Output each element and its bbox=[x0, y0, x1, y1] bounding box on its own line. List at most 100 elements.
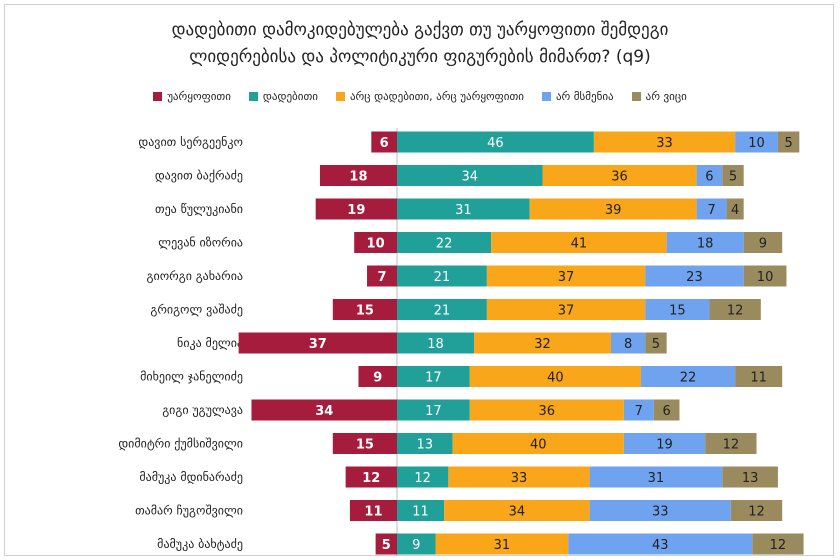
bar-segment-series-1 bbox=[397, 165, 543, 186]
data-label-negative: 7 bbox=[377, 270, 386, 285]
bar-segment-series-1 bbox=[397, 399, 470, 421]
data-label-series-2: 31 bbox=[494, 538, 511, 553]
data-label-series-2: 33 bbox=[511, 471, 528, 486]
legend-swatch-dont-know bbox=[631, 92, 641, 101]
bar-segment-series-2 bbox=[469, 366, 641, 387]
data-label-series-4: 13 bbox=[742, 471, 759, 486]
legend: უარყოფითი დადებითი არც დადებითი, არც უარ… bbox=[0, 90, 840, 103]
data-label-negative: 10 bbox=[367, 237, 385, 252]
legend-label-neutral: არც დადებითი, არც უარყოფითი bbox=[349, 90, 524, 103]
bar-segment-series-3 bbox=[735, 131, 778, 153]
data-label-series-1: 21 bbox=[434, 270, 451, 285]
bar-segment-series-2 bbox=[529, 198, 697, 220]
data-label-series-1: 13 bbox=[417, 438, 434, 453]
data-label-negative: 18 bbox=[349, 170, 367, 185]
data-label-series-1: 31 bbox=[455, 203, 472, 218]
data-label-negative: 37 bbox=[309, 337, 327, 352]
legend-swatch-negative bbox=[153, 92, 163, 101]
bar-segment-negative bbox=[375, 533, 397, 555]
category-label: თამარ ჩუგოშვილი bbox=[135, 504, 243, 518]
bar-segment-negative bbox=[251, 399, 397, 421]
bar-segment-series-1 bbox=[397, 332, 475, 354]
data-label-series-4: 5 bbox=[729, 170, 737, 185]
data-label-series-1: 34 bbox=[461, 170, 478, 185]
chart-title-line-2: ლიდერებისა და პოლიტიკური ფიგურების მიმარ… bbox=[189, 47, 651, 67]
bar-segment-series-4 bbox=[709, 299, 761, 320]
bar-segment-series-1 bbox=[397, 366, 470, 387]
bar-segment-series-4 bbox=[705, 433, 757, 454]
bar-segment-series-1 bbox=[397, 198, 530, 220]
data-label-series-4: 4 bbox=[731, 203, 739, 218]
data-label-series-3: 15 bbox=[669, 304, 686, 319]
data-label-series-4: 10 bbox=[757, 270, 774, 285]
data-label-series-4: 5 bbox=[784, 136, 792, 151]
bar-segment-series-1 bbox=[397, 433, 453, 454]
chart-title-line-1: დადებითი დამოკიდებულება გაქვთ თუ უარყოფი… bbox=[171, 20, 669, 40]
bar-segment-series-3 bbox=[623, 399, 654, 421]
data-label-series-3: 19 bbox=[656, 438, 673, 453]
data-label-negative: 12 bbox=[362, 471, 380, 486]
bar-segment-series-4 bbox=[735, 366, 783, 387]
data-label-negative: 15 bbox=[356, 438, 374, 453]
data-label-series-3: 23 bbox=[686, 270, 703, 285]
data-label-series-1: 22 bbox=[436, 237, 453, 252]
bar-segment-series-4 bbox=[777, 131, 800, 153]
category-label: მიხეილ ჯანელიძე bbox=[140, 370, 243, 384]
legend-swatch-positive bbox=[248, 92, 258, 101]
bar-segment-series-4 bbox=[743, 232, 783, 253]
bar-segment-negative bbox=[354, 232, 397, 253]
data-label-series-4: 5 bbox=[652, 337, 660, 352]
bar-segment-series-3 bbox=[645, 265, 744, 287]
legend-item-neutral: არც დადებითი, არც უარყოფითი bbox=[335, 90, 524, 103]
data-label-series-2: 34 bbox=[509, 505, 526, 520]
data-label-series-2: 40 bbox=[547, 371, 564, 386]
data-label-series-4: 12 bbox=[727, 304, 744, 319]
data-label-series-3: 43 bbox=[652, 538, 669, 553]
bar-segment-series-2 bbox=[469, 399, 624, 421]
data-label-series-4: 12 bbox=[770, 538, 787, 553]
category-label: გიგი უგულავა bbox=[162, 403, 243, 417]
legend-item-dont-know: არ ვიცი bbox=[631, 90, 687, 103]
bar-segment-negative bbox=[349, 500, 397, 521]
data-label-series-2: 33 bbox=[656, 136, 673, 151]
data-label-series-1: 17 bbox=[425, 371, 442, 386]
bar-segment-series-2 bbox=[435, 533, 569, 555]
data-label-series-3: 22 bbox=[680, 371, 697, 386]
data-label-series-2: 37 bbox=[558, 270, 575, 285]
data-label-series-2: 40 bbox=[530, 438, 547, 453]
data-label-negative: 9 bbox=[373, 371, 382, 386]
bar-segment-series-3 bbox=[589, 500, 731, 521]
bar-segment-series-3 bbox=[589, 466, 723, 488]
data-label-negative: 6 bbox=[380, 136, 389, 151]
category-label: მამუკა ბახტაძე bbox=[157, 537, 243, 551]
bar-segment-series-4 bbox=[730, 500, 783, 521]
bar-segment-negative bbox=[367, 265, 397, 287]
data-label-series-1: 46 bbox=[487, 136, 504, 151]
bar-segment-series-2 bbox=[486, 299, 646, 320]
legend-item-negative: უარყოფითი bbox=[153, 90, 231, 103]
bar-segment-negative bbox=[332, 433, 397, 454]
data-label-series-2: 41 bbox=[571, 237, 588, 252]
bar-segment-series-3 bbox=[666, 232, 744, 253]
category-label: მამუკა მდინარაძე bbox=[139, 470, 243, 484]
category-label: თეა წულუკიანი bbox=[155, 202, 243, 216]
bar-segment-series-3 bbox=[623, 433, 706, 454]
bar-segment-negative bbox=[238, 332, 397, 354]
category-label: გრიგოლ ვაშაძე bbox=[150, 303, 243, 317]
data-label-series-1: 11 bbox=[412, 505, 429, 520]
chart-frame bbox=[4, 4, 834, 556]
data-label-series-1: 18 bbox=[427, 337, 444, 352]
bar-segment-negative bbox=[319, 165, 397, 186]
bar-segment-negative bbox=[345, 466, 397, 488]
legend-label-dont-know: არ ვიცი bbox=[645, 90, 687, 103]
bar-segment-series-4 bbox=[722, 466, 778, 488]
bar-segment-series-4 bbox=[653, 399, 680, 421]
data-label-series-4: 6 bbox=[662, 404, 670, 419]
bar-segment-series-3 bbox=[645, 299, 710, 320]
legend-swatch-not-heard bbox=[541, 92, 551, 101]
bar-segment-series-4 bbox=[752, 533, 804, 555]
data-label-series-3: 18 bbox=[697, 237, 714, 252]
data-label-negative: 15 bbox=[356, 304, 374, 319]
bar-segment-series-1 bbox=[397, 265, 487, 287]
bar-segment-series-1 bbox=[397, 533, 436, 555]
